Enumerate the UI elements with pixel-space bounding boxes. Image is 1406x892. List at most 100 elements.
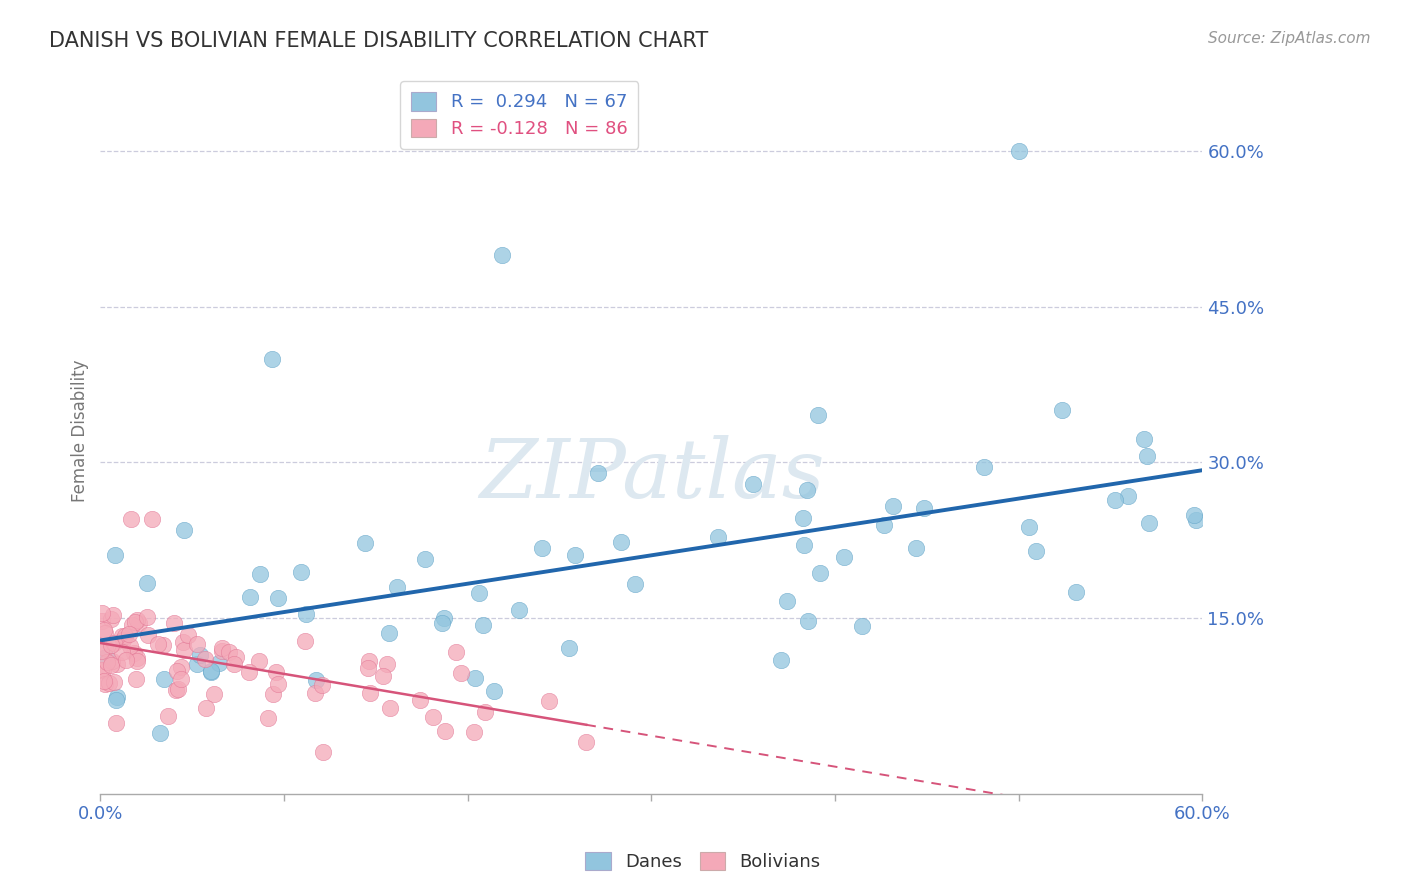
Point [94,625,117,640]
Point [120,512,142,526]
Point [1104,492,1126,507]
Point [808,566,831,580]
Point [167,682,190,697]
Point [93,623,115,637]
Point [194,652,217,666]
Point [91,663,114,677]
Point [163,616,186,631]
Point [610,535,633,549]
Point [100,638,122,652]
Point [1116,489,1139,503]
Point [128,616,150,631]
Point [121,617,143,632]
Point [127,650,149,665]
Point [103,675,125,690]
Point [90,644,112,658]
Text: Source: ZipAtlas.com: Source: ZipAtlas.com [1208,31,1371,46]
Point [218,645,240,659]
Point [1137,516,1160,530]
Point [94,641,117,656]
Point [111,630,134,644]
Point [104,548,127,562]
Point [200,665,222,679]
Point [172,635,194,649]
Point [1064,585,1087,599]
Point [238,665,260,680]
Point [433,610,456,624]
Point [357,654,380,668]
Point [873,517,896,532]
Point [166,664,188,678]
Point [463,725,485,739]
Text: DANISH VS BOLIVIAN FEMALE DISABILITY CORRELATION CHART: DANISH VS BOLIVIAN FEMALE DISABILITY COR… [49,31,709,51]
Point [706,529,728,543]
Point [1182,508,1205,523]
Point [385,580,408,594]
Point [177,627,200,641]
Point [225,650,247,665]
Point [114,629,136,643]
Point [267,677,290,691]
Point [422,710,444,724]
Point [304,686,326,700]
Point [120,640,142,654]
Point [1050,403,1073,417]
Point [586,467,609,481]
Point [792,511,814,525]
Point [111,645,134,659]
Point [136,575,159,590]
Point [558,640,581,655]
Point [882,499,904,513]
Point [491,248,513,262]
Point [124,646,146,660]
Point [262,687,284,701]
Point [152,638,174,652]
Point [508,603,530,617]
Point [793,538,815,552]
Point [97,676,120,690]
Point [294,634,316,648]
Point [156,709,179,723]
Point [105,716,128,731]
Point [380,700,402,714]
Point [141,512,163,526]
Point [472,618,495,632]
Point [373,669,395,683]
Point [741,476,763,491]
Point [851,619,873,633]
Point [474,705,496,719]
Point [797,615,820,629]
Point [239,591,262,605]
Point [832,549,855,564]
Point [96,656,118,670]
Y-axis label: Female Disability: Female Disability [72,359,89,502]
Point [224,657,246,671]
Point [173,642,195,657]
Point [912,500,935,515]
Point [353,536,375,550]
Point [136,628,159,642]
Point [170,672,193,686]
Point [776,594,799,608]
Point [257,711,280,725]
Point [115,653,138,667]
Point [188,648,211,663]
Point [375,657,398,671]
Point [359,686,381,700]
Point [624,576,647,591]
Point [93,673,115,688]
Point [173,523,195,537]
Point [94,650,117,665]
Point [112,632,135,647]
Point [1136,450,1159,464]
Point [148,725,170,739]
Point [973,460,995,475]
Text: ZIPatlas: ZIPatlas [478,434,824,515]
Point [118,627,141,641]
Point [125,654,148,668]
Point [91,606,114,620]
Point [1133,432,1156,446]
Point [537,694,560,708]
Point [208,656,231,670]
Point [200,664,222,678]
